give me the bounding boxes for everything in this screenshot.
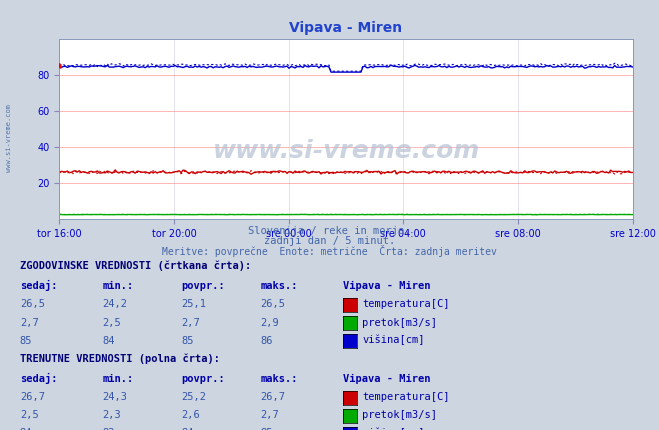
Text: maks.:: maks.: [260, 374, 298, 384]
Title: Vipava - Miren: Vipava - Miren [289, 21, 403, 35]
Text: 85: 85 [260, 428, 273, 430]
Text: 26,7: 26,7 [260, 392, 285, 402]
Text: ZGODOVINSKE VREDNOSTI (črtkana črta):: ZGODOVINSKE VREDNOSTI (črtkana črta): [20, 260, 251, 271]
Text: višina[cm]: višina[cm] [362, 335, 425, 346]
Text: pretok[m3/s]: pretok[m3/s] [362, 410, 438, 421]
Text: Meritve: povprečne  Enote: metrične  Črta: zadnja meritev: Meritve: povprečne Enote: metrične Črta:… [162, 245, 497, 257]
Text: 85: 85 [20, 335, 32, 346]
Text: 2,7: 2,7 [260, 410, 279, 421]
Text: Vipava - Miren: Vipava - Miren [343, 374, 430, 384]
Text: 2,5: 2,5 [20, 410, 38, 421]
Text: www.si-vreme.com: www.si-vreme.com [212, 138, 480, 163]
Text: 84: 84 [181, 428, 194, 430]
Text: 2,7: 2,7 [20, 317, 38, 328]
Text: maks.:: maks.: [260, 281, 298, 292]
Text: 2,3: 2,3 [102, 410, 121, 421]
Text: 86: 86 [260, 335, 273, 346]
Text: temperatura[C]: temperatura[C] [362, 299, 450, 310]
Text: Slovenija / reke in morje.: Slovenija / reke in morje. [248, 226, 411, 237]
Text: 83: 83 [102, 428, 115, 430]
Text: 26,7: 26,7 [20, 392, 45, 402]
Text: 84: 84 [20, 428, 32, 430]
Text: TRENUTNE VREDNOSTI (polna črta):: TRENUTNE VREDNOSTI (polna črta): [20, 353, 219, 364]
Text: Vipava - Miren: Vipava - Miren [343, 281, 430, 292]
Text: povpr.:: povpr.: [181, 281, 225, 292]
Text: višina[cm]: višina[cm] [362, 428, 425, 430]
Text: sedaj:: sedaj: [20, 373, 57, 384]
Text: pretok[m3/s]: pretok[m3/s] [362, 317, 438, 328]
Text: 24,2: 24,2 [102, 299, 127, 310]
Text: 2,7: 2,7 [181, 317, 200, 328]
Text: sedaj:: sedaj: [20, 280, 57, 292]
Text: www.si-vreme.com: www.si-vreme.com [5, 104, 12, 172]
Text: 25,2: 25,2 [181, 392, 206, 402]
Text: 25,1: 25,1 [181, 299, 206, 310]
Text: min.:: min.: [102, 281, 133, 292]
Text: 84: 84 [102, 335, 115, 346]
Text: 85: 85 [181, 335, 194, 346]
Text: 2,9: 2,9 [260, 317, 279, 328]
Text: 26,5: 26,5 [260, 299, 285, 310]
Text: 26,5: 26,5 [20, 299, 45, 310]
Text: 2,6: 2,6 [181, 410, 200, 421]
Text: min.:: min.: [102, 374, 133, 384]
Text: 24,3: 24,3 [102, 392, 127, 402]
Text: zadnji dan / 5 minut.: zadnji dan / 5 minut. [264, 236, 395, 246]
Text: povpr.:: povpr.: [181, 374, 225, 384]
Text: temperatura[C]: temperatura[C] [362, 392, 450, 402]
Text: 2,5: 2,5 [102, 317, 121, 328]
